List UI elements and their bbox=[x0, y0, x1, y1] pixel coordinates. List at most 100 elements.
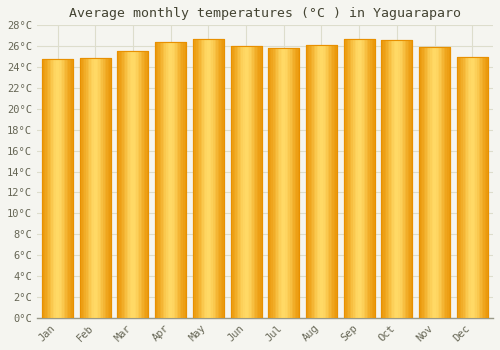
Bar bbox=[458, 57, 460, 318]
Bar bbox=[250, 46, 252, 318]
Bar bbox=[166, 42, 168, 318]
Bar bbox=[100, 58, 102, 318]
Bar bbox=[309, 45, 310, 318]
Bar bbox=[286, 48, 287, 318]
Bar bbox=[254, 46, 256, 318]
Bar bbox=[212, 39, 213, 318]
Bar bbox=[125, 51, 127, 318]
Bar bbox=[332, 45, 334, 318]
Bar bbox=[249, 46, 250, 318]
Bar bbox=[439, 47, 441, 318]
Bar bbox=[119, 51, 120, 318]
Bar bbox=[398, 40, 400, 318]
Bar bbox=[306, 45, 308, 318]
Bar bbox=[64, 59, 66, 318]
Bar bbox=[177, 42, 178, 318]
Bar bbox=[382, 40, 412, 318]
Bar bbox=[354, 39, 356, 318]
Bar bbox=[352, 39, 353, 318]
Bar bbox=[160, 42, 162, 318]
Bar bbox=[163, 42, 164, 318]
Bar bbox=[246, 46, 248, 318]
Bar bbox=[472, 57, 474, 318]
Bar bbox=[383, 40, 384, 318]
Bar bbox=[42, 59, 73, 318]
Bar bbox=[56, 59, 58, 318]
Bar bbox=[89, 58, 90, 318]
Bar bbox=[348, 39, 350, 318]
Bar bbox=[106, 58, 108, 318]
Bar bbox=[200, 39, 202, 318]
Bar bbox=[204, 39, 206, 318]
Bar bbox=[411, 40, 412, 318]
Bar bbox=[118, 51, 148, 318]
Bar bbox=[176, 42, 177, 318]
Bar bbox=[298, 48, 299, 318]
Bar bbox=[419, 47, 450, 318]
Bar bbox=[294, 48, 296, 318]
Bar bbox=[367, 39, 368, 318]
Bar bbox=[434, 47, 436, 318]
Bar bbox=[389, 40, 390, 318]
Bar bbox=[86, 58, 88, 318]
Bar bbox=[317, 45, 318, 318]
Bar bbox=[469, 57, 471, 318]
Bar bbox=[157, 42, 158, 318]
Bar bbox=[368, 39, 370, 318]
Bar bbox=[420, 47, 422, 318]
Bar bbox=[155, 42, 186, 318]
Bar bbox=[424, 47, 426, 318]
Bar bbox=[222, 39, 224, 318]
Bar bbox=[353, 39, 354, 318]
Bar bbox=[174, 42, 176, 318]
Bar bbox=[382, 40, 412, 318]
Bar bbox=[219, 39, 220, 318]
Bar bbox=[194, 39, 196, 318]
Bar bbox=[457, 57, 488, 318]
Bar bbox=[270, 48, 272, 318]
Bar bbox=[344, 39, 345, 318]
Bar bbox=[356, 39, 358, 318]
Bar bbox=[144, 51, 146, 318]
Bar bbox=[474, 57, 476, 318]
Bar bbox=[406, 40, 407, 318]
Bar bbox=[120, 51, 122, 318]
Bar bbox=[138, 51, 139, 318]
Bar bbox=[344, 39, 374, 318]
Bar bbox=[180, 42, 182, 318]
Bar bbox=[102, 58, 103, 318]
Bar bbox=[244, 46, 246, 318]
Bar bbox=[292, 48, 293, 318]
Bar bbox=[471, 57, 472, 318]
Bar bbox=[178, 42, 180, 318]
Bar bbox=[448, 47, 450, 318]
Bar bbox=[464, 57, 466, 318]
Bar bbox=[118, 51, 148, 318]
Bar bbox=[360, 39, 362, 318]
Bar bbox=[306, 45, 337, 318]
Bar bbox=[280, 48, 282, 318]
Bar bbox=[155, 42, 157, 318]
Bar bbox=[347, 39, 348, 318]
Bar bbox=[72, 59, 73, 318]
Bar bbox=[193, 39, 224, 318]
Bar bbox=[273, 48, 274, 318]
Bar bbox=[184, 42, 186, 318]
Bar bbox=[134, 51, 136, 318]
Bar bbox=[98, 58, 100, 318]
Bar bbox=[45, 59, 46, 318]
Bar bbox=[478, 57, 480, 318]
Bar bbox=[103, 58, 104, 318]
Bar bbox=[53, 59, 54, 318]
Bar bbox=[457, 57, 488, 318]
Bar bbox=[419, 47, 450, 318]
Bar bbox=[236, 46, 237, 318]
Bar bbox=[59, 59, 60, 318]
Bar bbox=[442, 47, 444, 318]
Bar bbox=[243, 46, 244, 318]
Bar bbox=[293, 48, 294, 318]
Bar bbox=[237, 46, 238, 318]
Bar bbox=[312, 45, 314, 318]
Bar bbox=[460, 57, 462, 318]
Bar bbox=[486, 57, 488, 318]
